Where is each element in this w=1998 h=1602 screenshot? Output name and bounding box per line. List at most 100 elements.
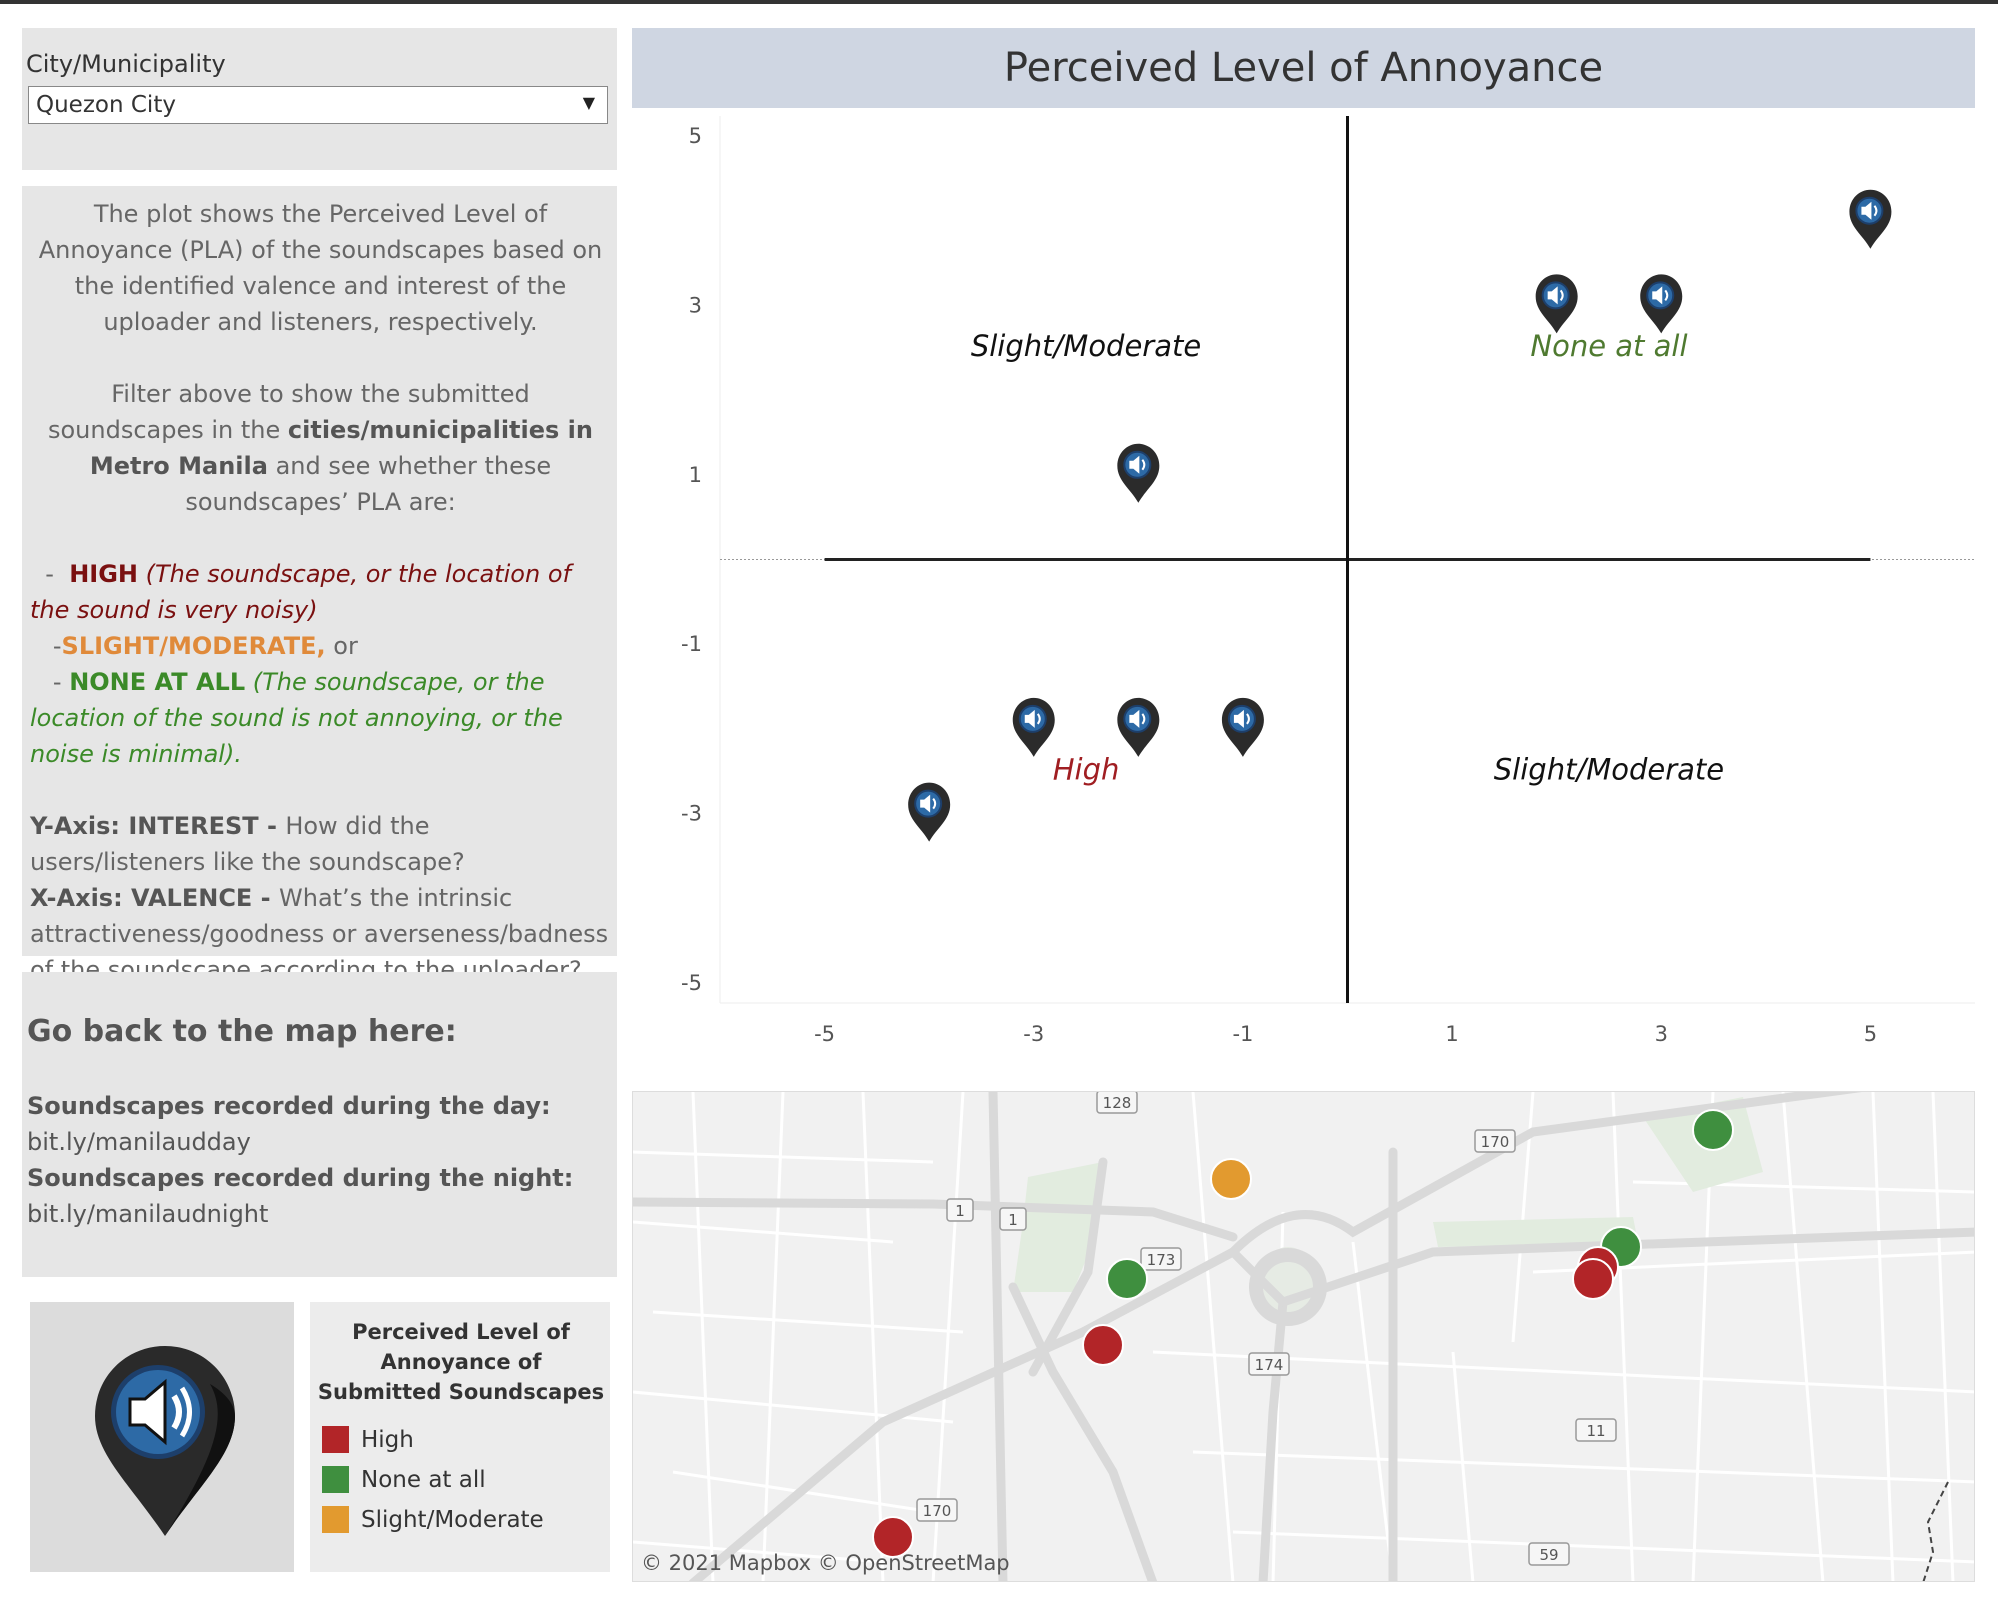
sound-wave <box>1141 713 1146 725</box>
description-panel: The plot shows the Perceived Level of An… <box>22 186 617 984</box>
y-tick-label: 3 <box>689 293 702 317</box>
x-tick-label: -5 <box>814 1022 835 1046</box>
legend-label: Slight/Moderate <box>361 1506 544 1533</box>
legend-panel: Perceived Level of Annoyance of Submitte… <box>310 1302 610 1572</box>
y-tick-label: -1 <box>681 632 702 656</box>
high-definition: - HIGH (The soundscape, or the location … <box>30 560 571 624</box>
soundscape-marker[interactable] <box>872 1516 914 1558</box>
legend-item-slight[interactable]: Slight/Moderate <box>322 1506 544 1533</box>
speaker-pin-icon[interactable] <box>1012 697 1055 757</box>
minor-streets <box>633 1092 1974 1581</box>
road-shield <box>1528 1542 1570 1566</box>
y-tick-label: -5 <box>681 971 702 995</box>
sound-wave <box>932 797 937 810</box>
quadrant-labels: Slight/Moderate None at all High Slight/Mod… <box>971 329 1724 786</box>
speaker-pin-icon[interactable] <box>1117 443 1160 503</box>
intro-text: The plot shows the Perceived Level of An… <box>38 200 603 336</box>
speaker-glyph <box>1129 455 1140 474</box>
x-tick-label: -3 <box>1023 1022 1044 1046</box>
road-shield-label: 11 <box>1586 1422 1605 1440</box>
soundscape-marker[interactable] <box>1082 1324 1124 1366</box>
sound-wave <box>1559 289 1564 302</box>
go-back-heading: Go back to the map here: <box>27 1014 457 1049</box>
soundscape-marker[interactable] <box>1692 1109 1734 1151</box>
dropdown-caret-icon[interactable]: ▼ <box>582 93 595 112</box>
sound-wave <box>1141 459 1146 471</box>
road-shield <box>1096 1092 1138 1114</box>
x-tick-label: 5 <box>1864 1022 1877 1046</box>
data-points <box>908 189 1892 842</box>
sound-wave <box>1036 713 1041 725</box>
legend-item-high[interactable]: High <box>322 1426 414 1453</box>
city-filter-panel: City/Municipality Quezon City ▼ <box>22 28 617 170</box>
speaker-glyph <box>1652 286 1663 305</box>
legend-title: Perceived Level of Annoyance of Submitte… <box>317 1320 605 1404</box>
y-axis-description: Y-Axis: INTEREST - How did the users/lis… <box>30 812 465 876</box>
marker-icon-card <box>30 1302 294 1572</box>
speaker-glyph <box>1547 286 1558 305</box>
map-markers[interactable] <box>872 1109 1734 1558</box>
city-dropdown[interactable]: Quezon City ▼ <box>28 86 608 124</box>
soundscape-marker[interactable] <box>1106 1258 1148 1300</box>
map-attribution: © 2021 Mapbox © OpenStreetMap <box>641 1551 1010 1575</box>
annoyance-scatter-plot: 5 3 1 -1 -3 -5 -5 -3 -1 1 3 5 Slight/Moderate None a… <box>681 116 1975 1046</box>
day-map-link[interactable]: bit.ly/manilaudday <box>27 1128 251 1156</box>
road-shield-label: 128 <box>1103 1094 1132 1112</box>
soundscape-marker[interactable] <box>1572 1258 1614 1300</box>
legend-swatch <box>322 1466 349 1493</box>
speaker-pin-icon[interactable] <box>908 782 951 842</box>
quadrant-label: None at all <box>1530 329 1687 363</box>
speaker-pin-icon[interactable] <box>1640 274 1683 334</box>
night-label: Soundscapes recorded during the night: <box>27 1164 574 1192</box>
y-tick-label: -3 <box>681 802 702 826</box>
top-border <box>0 0 1998 4</box>
night-map-link[interactable]: bit.ly/manilaudnight <box>27 1200 269 1228</box>
road-shield-label: 1 <box>955 1202 965 1220</box>
quadrant-axes <box>720 116 1975 1003</box>
road-shield-label: 174 <box>1255 1356 1284 1374</box>
speaker-glyph <box>1233 709 1244 728</box>
road-shield-label: 173 <box>1147 1251 1176 1269</box>
axis-ticks: 5 3 1 -1 -3 -5 -5 -3 -1 1 3 5 <box>681 116 1975 1046</box>
legend-label: High <box>361 1426 414 1453</box>
sound-wave <box>1246 713 1250 725</box>
quadrant-label: Slight/Moderate <box>1494 753 1724 787</box>
sound-wave <box>1664 289 1669 302</box>
city-dropdown-value: Quezon City <box>36 92 176 118</box>
soundscape-map[interactable]: 128 170 1 1 173 174 11 170 59 © 2021 Mapbox © Op… <box>632 1091 1975 1582</box>
day-label: Soundscapes recorded during the day: <box>27 1092 551 1120</box>
major-roads <box>633 1092 1974 1581</box>
filter-instructions: Filter above to show the submitted sound… <box>47 380 593 516</box>
legend-swatch <box>322 1506 349 1533</box>
boundary-line <box>1922 1481 1949 1581</box>
x-tick-label: 3 <box>1655 1022 1668 1046</box>
soundscape-marker[interactable] <box>1210 1158 1252 1200</box>
speaker-pin-icon <box>95 1346 235 1536</box>
road-shield-label: 59 <box>1539 1546 1558 1564</box>
road-shield <box>916 1498 958 1522</box>
road-shield-label: 1 <box>1008 1211 1018 1229</box>
speaker-pin-icon[interactable] <box>1849 189 1892 249</box>
speaker-glyph <box>1129 709 1140 728</box>
road-shield-label: 170 <box>1481 1133 1510 1151</box>
y-tick-label: 5 <box>689 124 702 148</box>
sound-wave <box>1873 205 1878 217</box>
speaker-pin-icon[interactable] <box>1535 274 1578 334</box>
quadrant-label: Slight/Moderate <box>971 329 1201 363</box>
speaker-pin-icon[interactable] <box>1221 697 1264 757</box>
y-tick-label: 1 <box>689 463 702 487</box>
slight-definition: -SLIGHT/MODERATE, or <box>30 632 358 660</box>
legend-item-none[interactable]: None at all <box>322 1466 486 1493</box>
road-shield <box>1474 1129 1516 1153</box>
chart-title: Perceived Level of Annoyance <box>632 28 1975 108</box>
road-shield-label: 170 <box>923 1502 952 1520</box>
road-shield <box>946 1198 974 1222</box>
speaker-glyph <box>920 794 931 813</box>
legend-swatch <box>322 1426 349 1453</box>
speaker-pin-icon[interactable] <box>1117 697 1160 757</box>
road-shield <box>999 1207 1027 1231</box>
quadrant-label: High <box>1053 753 1120 787</box>
road-shield <box>1248 1352 1290 1376</box>
